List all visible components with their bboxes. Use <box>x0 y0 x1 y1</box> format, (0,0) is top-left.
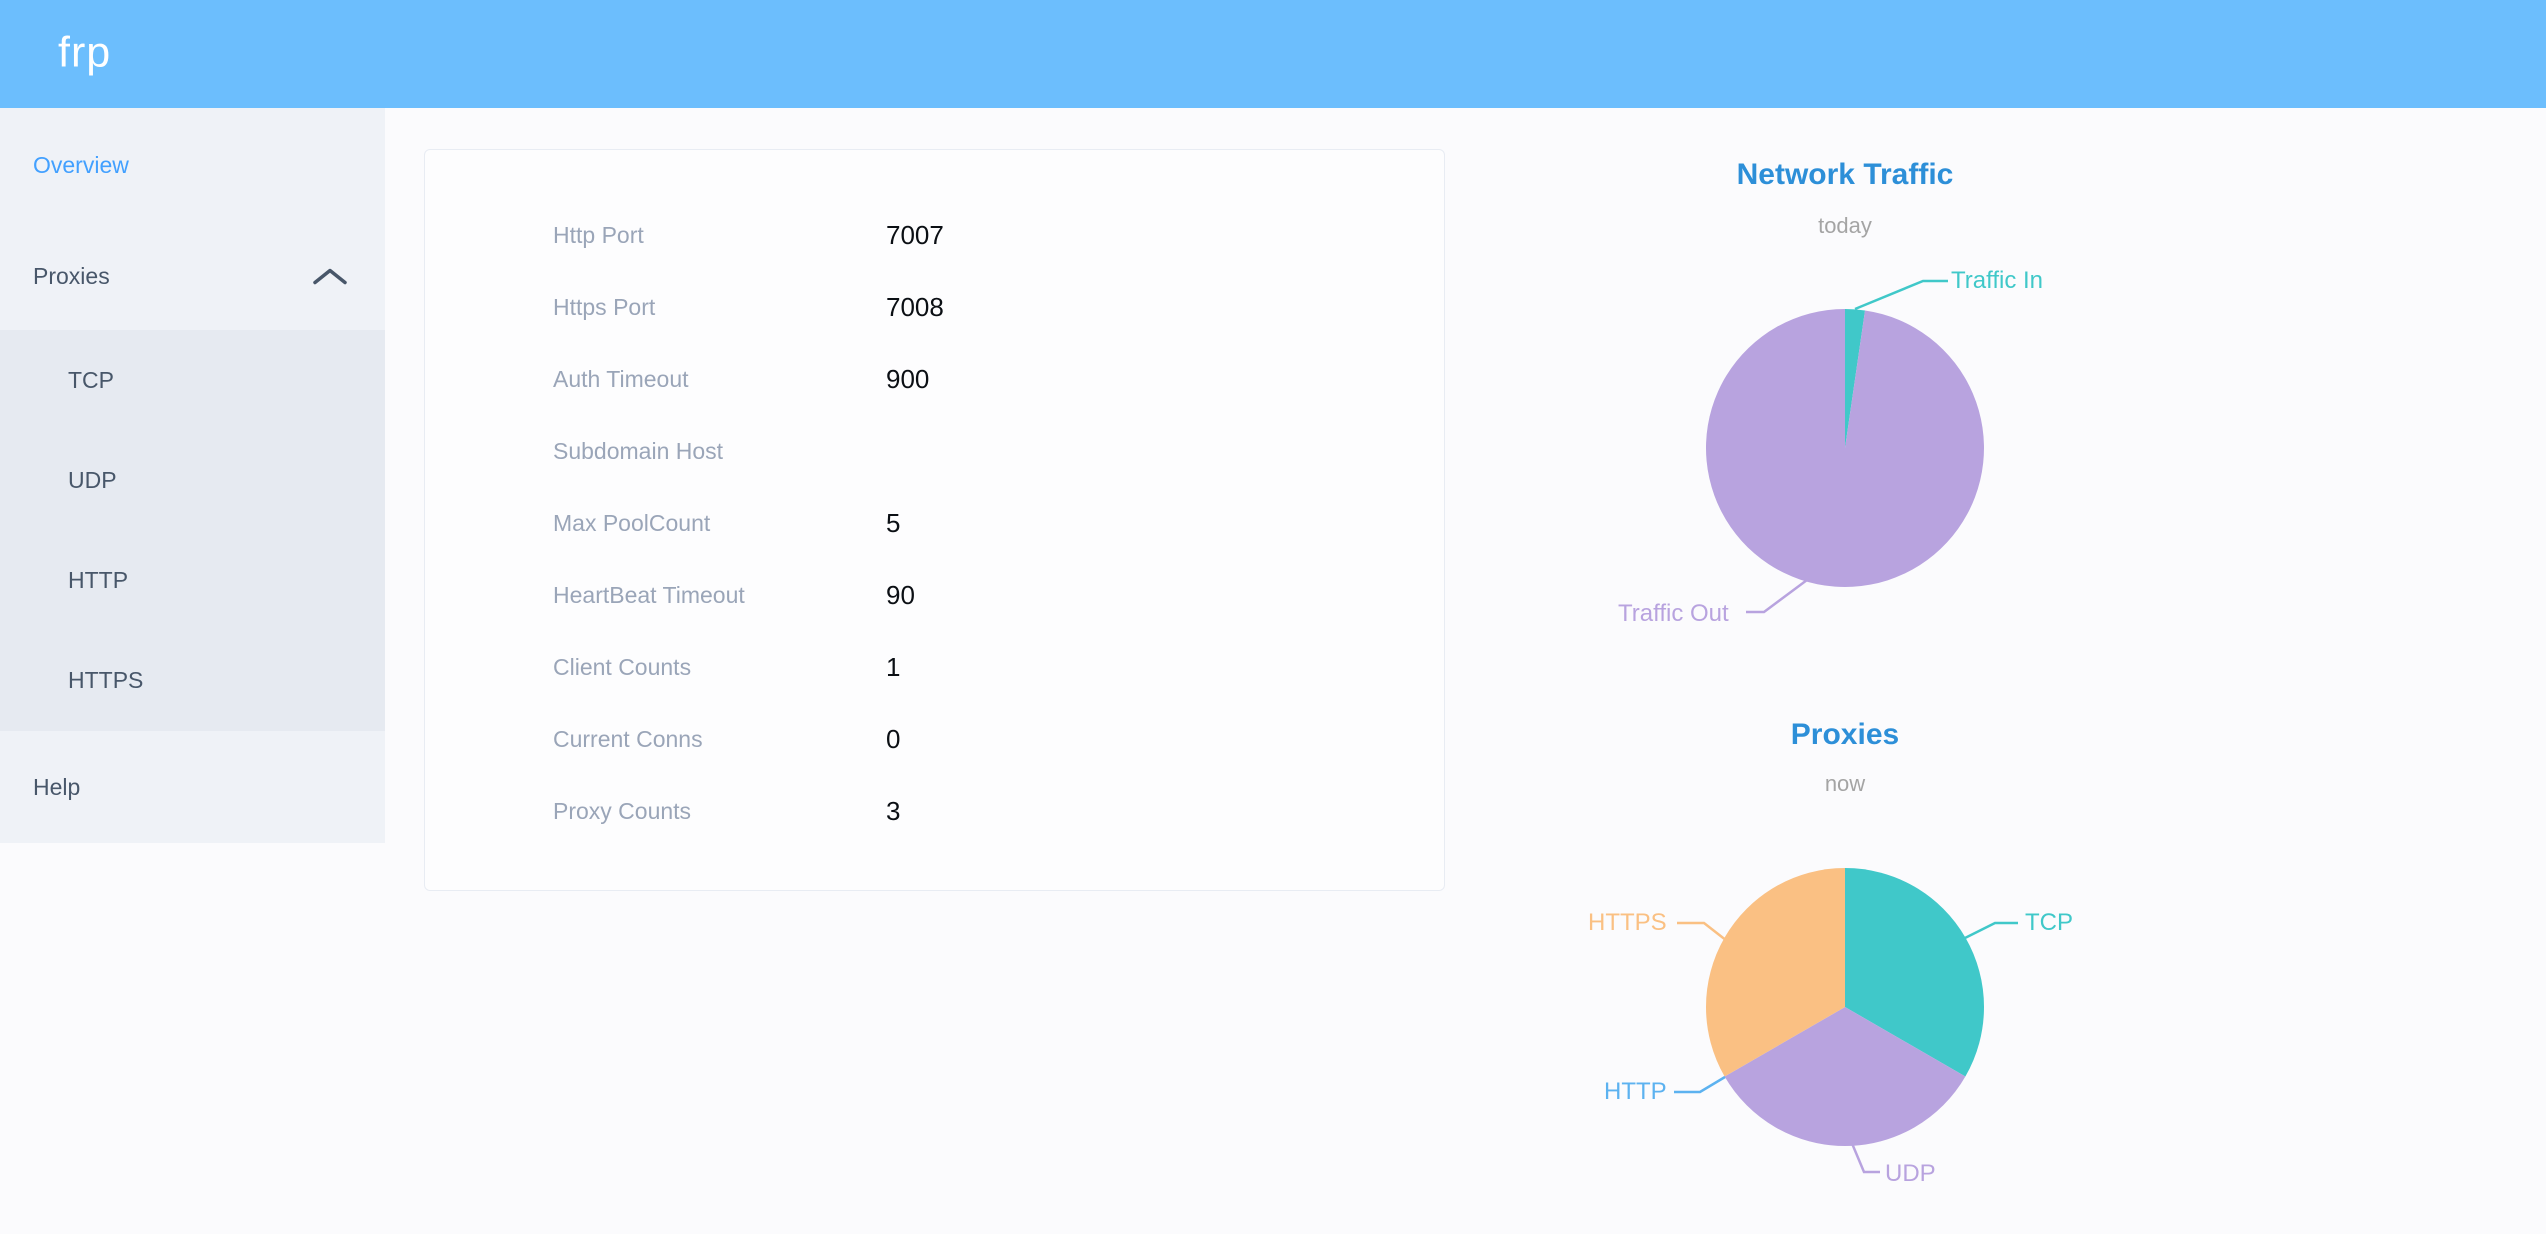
network-traffic-pie <box>1705 279 1984 614</box>
info-label: Subdomain Host <box>553 437 724 464</box>
info-label: Http Port <box>553 221 644 248</box>
info-row-client-counts: Client Counts 1 <box>553 631 1444 703</box>
https-leader-line <box>1677 921 1737 949</box>
pie-slice-tcp[interactable] <box>1845 868 1985 1077</box>
info-row-https-port: Https Port 7008 <box>553 271 1444 343</box>
pie-label-udp: UDP <box>1885 1160 1936 1187</box>
info-row-current-conns: Current Conns 0 <box>553 703 1444 775</box>
sidebar-item-overview[interactable]: Overview <box>0 108 385 222</box>
network-traffic-chart: Network Traffic today Traffic In Traffic… <box>1560 150 2130 650</box>
info-row-heartbeat-timeout: HeartBeat Timeout 90 <box>553 559 1444 631</box>
traffic-in-leader-line <box>1854 279 1948 311</box>
info-label: HeartBeat Timeout <box>553 581 745 608</box>
pie-slice-traffic-in[interactable] <box>1845 309 1866 448</box>
info-row-subdomain-host: Subdomain Host <box>553 415 1444 487</box>
sidebar-item-tcp[interactable]: TCP <box>0 330 385 430</box>
info-label: Auth Timeout <box>553 365 689 392</box>
proxies-chart: Proxies now TCP HTTPS HTTP UDP <box>1560 710 2130 1234</box>
sidebar-item-https[interactable]: HTTPS <box>0 630 385 730</box>
server-info-card: Http Port 7007 Https Port 7008 Auth Time… <box>424 149 1445 891</box>
network-traffic-subtitle: today <box>1818 213 1872 238</box>
app-logo: frp <box>58 28 112 77</box>
sidebar-item-tcp-label: TCP <box>68 366 114 393</box>
proxies-subtitle: now <box>1824 771 1866 796</box>
pie-slice-https[interactable] <box>1705 868 1845 1077</box>
info-label: Current Conns <box>553 725 703 752</box>
info-label: Client Counts <box>553 653 692 680</box>
traffic-out-leader-line <box>1746 578 1808 614</box>
proxies-title: Proxies <box>1790 718 1900 751</box>
info-row-proxy-counts: Proxy Counts 3 <box>553 775 1444 847</box>
sidebar-item-overview-label: Overview <box>33 151 129 178</box>
sidebar-item-udp[interactable]: UDP <box>0 430 385 530</box>
sidebar-item-help-label: Help <box>33 773 81 800</box>
info-row-http-port: Http Port 7007 <box>553 199 1444 271</box>
pie-label-https: HTTPS <box>1588 909 1667 936</box>
pie-slice-traffic-out[interactable] <box>1705 309 1984 587</box>
info-value: 900 <box>886 363 930 394</box>
sidebar-menu: Overview Proxies TCP UDP HTTP HTTPS Help <box>0 108 385 843</box>
sidebar-item-http[interactable]: HTTP <box>0 530 385 630</box>
info-value: 7007 <box>886 219 944 250</box>
app-header: frp <box>0 0 2546 108</box>
info-label: Proxy Counts <box>553 797 692 824</box>
info-label: Max PoolCount <box>553 509 711 536</box>
pie-slice-udp[interactable] <box>1724 1007 1966 1147</box>
sidebar-item-udp-label: UDP <box>68 466 117 493</box>
http-leader-line <box>1674 1075 1726 1094</box>
sidebar-item-help[interactable]: Help <box>0 731 385 843</box>
info-row-auth-timeout: Auth Timeout 900 <box>553 343 1444 415</box>
udp-leader-line <box>1849 1140 1880 1174</box>
sidebar-item-https-label: HTTPS <box>68 666 144 693</box>
pie-label-traffic-out: Traffic Out <box>1618 600 1729 627</box>
tcp-leader-line <box>1964 921 2018 940</box>
info-value: 0 <box>886 723 901 754</box>
sidebar-item-http-label: HTTP <box>68 566 129 593</box>
info-value: 90 <box>886 579 915 610</box>
pie-label-http: HTTP <box>1604 1078 1667 1105</box>
proxies-pie <box>1674 868 2018 1174</box>
pie-label-traffic-in: Traffic In <box>1951 267 2044 294</box>
info-label: Https Port <box>553 293 656 320</box>
info-value: 7008 <box>886 291 944 322</box>
sidebar-item-proxies[interactable]: Proxies <box>0 222 385 330</box>
sidebar-submenu-proxies: TCP UDP HTTP HTTPS <box>0 330 385 731</box>
info-value: 3 <box>886 795 901 826</box>
info-value: 1 <box>886 651 901 682</box>
network-traffic-title: Network Traffic <box>1736 158 1954 191</box>
info-value: 5 <box>886 507 901 538</box>
info-row-max-poolcount: Max PoolCount 5 <box>553 487 1444 559</box>
sidebar-item-proxies-label: Proxies <box>33 262 110 289</box>
pie-label-tcp: TCP <box>2025 909 2073 936</box>
chevron-up-icon <box>313 268 347 285</box>
